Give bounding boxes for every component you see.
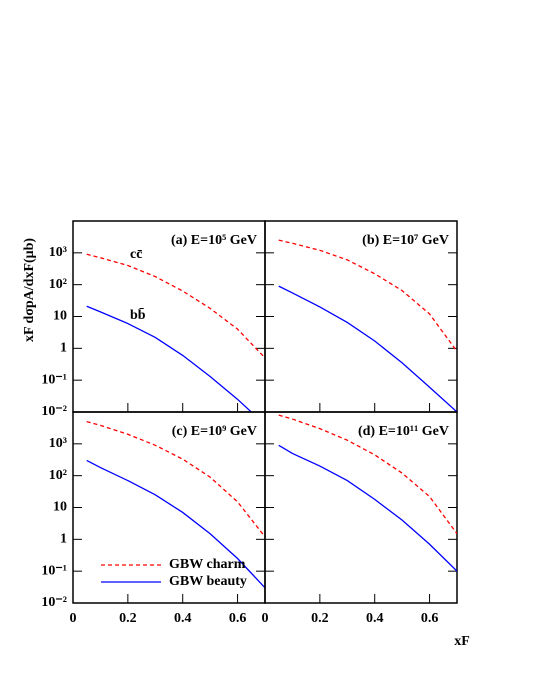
x-tick-label: 0.4 [174,611,192,626]
y-tick-label: 1 [60,532,67,547]
annotation: bb̄ [130,307,146,323]
series-group [278,239,457,412]
series-line [86,253,265,359]
series-line [86,420,265,538]
panel-title: (c) E=10⁹ GeV [172,424,257,439]
y-tick-label: 10⁻² [41,595,67,610]
y-tick-label: 10³ [49,436,67,451]
x-tick-label: 0.2 [311,611,329,626]
series-group [86,420,265,589]
series-line [278,444,457,572]
y-tick-label: 10² [49,277,67,292]
y-tick-label: 10⁻² [41,404,67,419]
series-line [278,285,457,412]
legend-label: GBW charm [169,557,246,572]
series-line [278,239,457,352]
panel-title: (b) E=10⁷ GeV [362,233,449,248]
panel-title: (a) E=10⁵ GeV [171,233,257,248]
series-group [86,253,265,412]
y-tick-label: 1 [60,341,67,356]
y-tick-label: 10⁻¹ [41,563,67,578]
x-tick-label: 0.2 [119,611,137,626]
plot-frame [264,220,458,413]
plot-frame [72,220,266,413]
y-tick-label: 10² [49,468,67,483]
y-tick-label: 10 [53,309,67,324]
series-line [86,305,253,412]
legend-label: GBW beauty [169,574,247,589]
y-axis-label: xF dσpA/dxF(μb) [22,238,37,342]
x-tick-label: 0 [70,611,77,626]
series-line [86,459,265,589]
series-group [278,414,457,572]
x-tick-label: 0.6 [421,611,439,626]
y-tick-label: 10⁻¹ [41,372,67,387]
x-tick-label: 0.6 [229,611,247,626]
x-tick-label: 0 [262,611,269,626]
x-tick-label: 0.4 [366,611,384,626]
x-axis-label: xF [454,634,470,649]
y-tick-label: 10 [53,500,67,515]
panel-title: (d) E=10¹¹ GeV [358,424,449,439]
y-tick-label: 10³ [49,245,67,260]
annotation: cc̄ [130,247,143,262]
plot-frame [264,411,458,604]
